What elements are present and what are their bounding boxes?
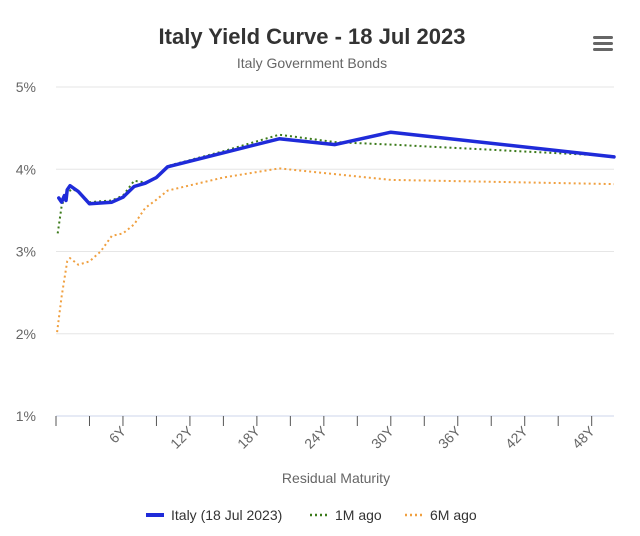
x-tick-label: 12Y	[167, 422, 196, 451]
legend-item-1[interactable]: 1M ago	[310, 507, 382, 523]
x-tick-label: 48Y	[569, 422, 598, 451]
x-tick-label: 6Y	[106, 422, 130, 446]
legend-label: 6M ago	[430, 507, 477, 523]
y-tick-label: 1%	[16, 408, 36, 424]
series-line-0[interactable]	[57, 130, 616, 206]
x-tick-label: 24Y	[301, 422, 330, 451]
legend-item-0[interactable]: Italy (18 Jul 2023)	[146, 507, 282, 523]
x-tick-label: 36Y	[435, 422, 464, 451]
legend-label: 1M ago	[335, 507, 382, 523]
chart-subtitle: Italy Government Bonds	[237, 55, 387, 71]
y-axis: 1% 2% 3% 4% 5%	[16, 79, 36, 424]
legend-item-2[interactable]: 6M ago	[405, 507, 477, 523]
x-tick-label: 18Y	[234, 422, 263, 451]
y-tick-label: 3%	[16, 244, 36, 260]
menu-icon[interactable]	[590, 30, 616, 56]
chart-title: Italy Yield Curve - 18 Jul 2023	[159, 24, 466, 49]
x-tick-label: 30Y	[368, 422, 397, 451]
legend[interactable]: Italy (18 Jul 2023) 1M ago 6M ago	[146, 507, 477, 523]
series-line-2[interactable]	[56, 167, 615, 333]
y-tick-label: 4%	[16, 161, 36, 177]
x-axis-title: Residual Maturity	[282, 470, 390, 486]
series-lines	[56, 130, 616, 333]
legend-label: Italy (18 Jul 2023)	[171, 507, 282, 523]
x-tick-label: 42Y	[502, 422, 531, 451]
x-axis: 6Y 12Y 18Y 24Y 30Y 36Y 42Y 48Y	[55, 415, 614, 452]
y-tick-label: 2%	[16, 326, 36, 342]
y-tick-label: 5%	[16, 79, 36, 95]
grid-lines	[56, 86, 614, 417]
